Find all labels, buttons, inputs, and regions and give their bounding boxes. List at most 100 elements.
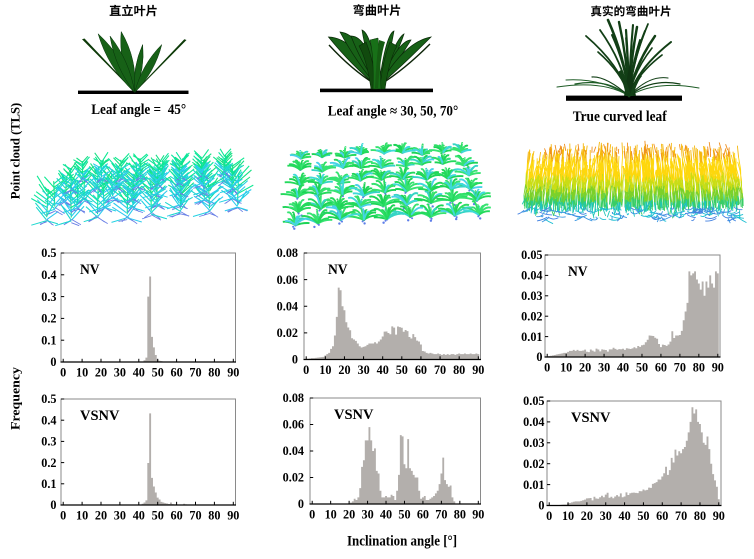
svg-text:VSNV: VSNV: [80, 408, 120, 424]
svg-text:0.04: 0.04: [523, 415, 544, 429]
svg-text:0.4: 0.4: [41, 413, 56, 427]
svg-text:0.3: 0.3: [41, 435, 56, 449]
svg-text:Inclination angle [°]: Inclination angle [°]: [347, 534, 457, 550]
svg-text:0.03: 0.03: [523, 436, 544, 450]
svg-text:NV: NV: [328, 262, 348, 278]
svg-text:0.01: 0.01: [521, 330, 542, 344]
svg-text:90: 90: [472, 363, 484, 377]
svg-text:60: 60: [656, 509, 668, 523]
svg-text:0: 0: [292, 353, 298, 367]
svg-text:0.06: 0.06: [283, 418, 304, 432]
svg-text:40: 40: [133, 509, 145, 523]
svg-text:40: 40: [617, 361, 629, 375]
svg-text:Point cloud (TLS): Point cloud (TLS): [8, 103, 23, 200]
svg-text:10: 10: [325, 508, 337, 522]
svg-text:10: 10: [76, 509, 88, 523]
svg-text:70: 70: [435, 508, 447, 522]
svg-text:40: 40: [618, 509, 630, 523]
svg-text:0.4: 0.4: [41, 268, 56, 282]
svg-text:0.2: 0.2: [41, 312, 56, 326]
svg-text:Leaf angle ≈ 30, 50, 70°: Leaf angle ≈ 30, 50, 70°: [328, 104, 459, 120]
svg-text:90: 90: [227, 509, 239, 523]
svg-text:80: 80: [453, 363, 465, 377]
svg-text:70: 70: [189, 509, 201, 523]
svg-text:0.05: 0.05: [521, 248, 542, 262]
svg-text:30: 30: [357, 363, 369, 377]
svg-text:80: 80: [694, 509, 706, 523]
svg-text:70: 70: [189, 366, 201, 380]
svg-text:20: 20: [343, 508, 355, 522]
svg-text:20: 20: [581, 509, 593, 523]
svg-text:70: 70: [674, 361, 686, 375]
svg-text:0: 0: [309, 508, 315, 522]
svg-text:80: 80: [693, 361, 705, 375]
svg-text:0: 0: [303, 363, 309, 377]
svg-text:50: 50: [152, 366, 164, 380]
svg-text:0.03: 0.03: [521, 289, 542, 303]
svg-text:10: 10: [76, 366, 88, 380]
svg-text:0: 0: [60, 509, 66, 523]
svg-text:40: 40: [133, 366, 145, 380]
svg-text:50: 50: [396, 363, 408, 377]
svg-text:80: 80: [454, 508, 466, 522]
svg-text:0.04: 0.04: [521, 269, 542, 283]
svg-text:20: 20: [95, 509, 107, 523]
svg-text:0.1: 0.1: [41, 333, 56, 347]
svg-text:0.08: 0.08: [277, 246, 298, 260]
svg-text:VSNV: VSNV: [334, 407, 374, 423]
svg-text:True curved leaf: True curved leaf: [573, 109, 668, 125]
svg-text:0: 0: [546, 509, 552, 523]
svg-text:90: 90: [227, 366, 239, 380]
svg-text:0: 0: [544, 361, 550, 375]
svg-text:20: 20: [95, 366, 107, 380]
svg-text:50: 50: [637, 509, 649, 523]
svg-text:0.3: 0.3: [41, 290, 56, 304]
svg-text:50: 50: [398, 508, 410, 522]
svg-text:50: 50: [636, 361, 648, 375]
svg-text:0.5: 0.5: [41, 392, 56, 406]
svg-text:0.02: 0.02: [523, 457, 544, 471]
svg-text:0: 0: [538, 499, 544, 513]
svg-text:20: 20: [338, 363, 350, 377]
svg-text:0.02: 0.02: [277, 326, 298, 340]
svg-text:0: 0: [50, 498, 56, 512]
svg-text:VSNV: VSNV: [571, 410, 611, 426]
svg-text:30: 30: [114, 366, 126, 380]
svg-text:80: 80: [208, 366, 220, 380]
svg-text:50: 50: [152, 509, 164, 523]
svg-text:10: 10: [562, 509, 574, 523]
svg-text:90: 90: [472, 508, 484, 522]
svg-text:80: 80: [208, 509, 220, 523]
svg-text:90: 90: [713, 509, 725, 523]
svg-text:0.08: 0.08: [283, 391, 304, 405]
svg-text:70: 70: [434, 363, 446, 377]
svg-text:60: 60: [171, 366, 183, 380]
svg-text:30: 30: [361, 508, 373, 522]
svg-text:Leaf angle = 45°: Leaf angle = 45°: [91, 102, 186, 118]
svg-text:0: 0: [50, 355, 56, 369]
svg-text:0.04: 0.04: [283, 444, 304, 458]
svg-text:60: 60: [655, 361, 667, 375]
svg-text:0: 0: [298, 497, 304, 511]
svg-text:0: 0: [60, 366, 66, 380]
svg-text:0.04: 0.04: [277, 299, 298, 313]
svg-text:60: 60: [417, 508, 429, 522]
svg-text:Frequency: Frequency: [8, 366, 23, 430]
svg-text:10: 10: [560, 361, 572, 375]
svg-text:0.05: 0.05: [523, 394, 544, 408]
svg-text:0.5: 0.5: [41, 246, 56, 260]
svg-text:30: 30: [598, 361, 610, 375]
svg-text:60: 60: [171, 509, 183, 523]
svg-text:40: 40: [380, 508, 392, 522]
svg-text:10: 10: [319, 363, 331, 377]
svg-text:70: 70: [675, 509, 687, 523]
svg-text:20: 20: [579, 361, 591, 375]
svg-text:30: 30: [114, 509, 126, 523]
svg-text:0: 0: [536, 350, 542, 364]
svg-text:NV: NV: [80, 262, 100, 278]
svg-text:0.02: 0.02: [283, 471, 304, 485]
svg-text:0.02: 0.02: [521, 309, 542, 323]
svg-text:0.1: 0.1: [41, 477, 56, 491]
svg-text:90: 90: [712, 361, 724, 375]
svg-text:0.06: 0.06: [277, 273, 298, 287]
